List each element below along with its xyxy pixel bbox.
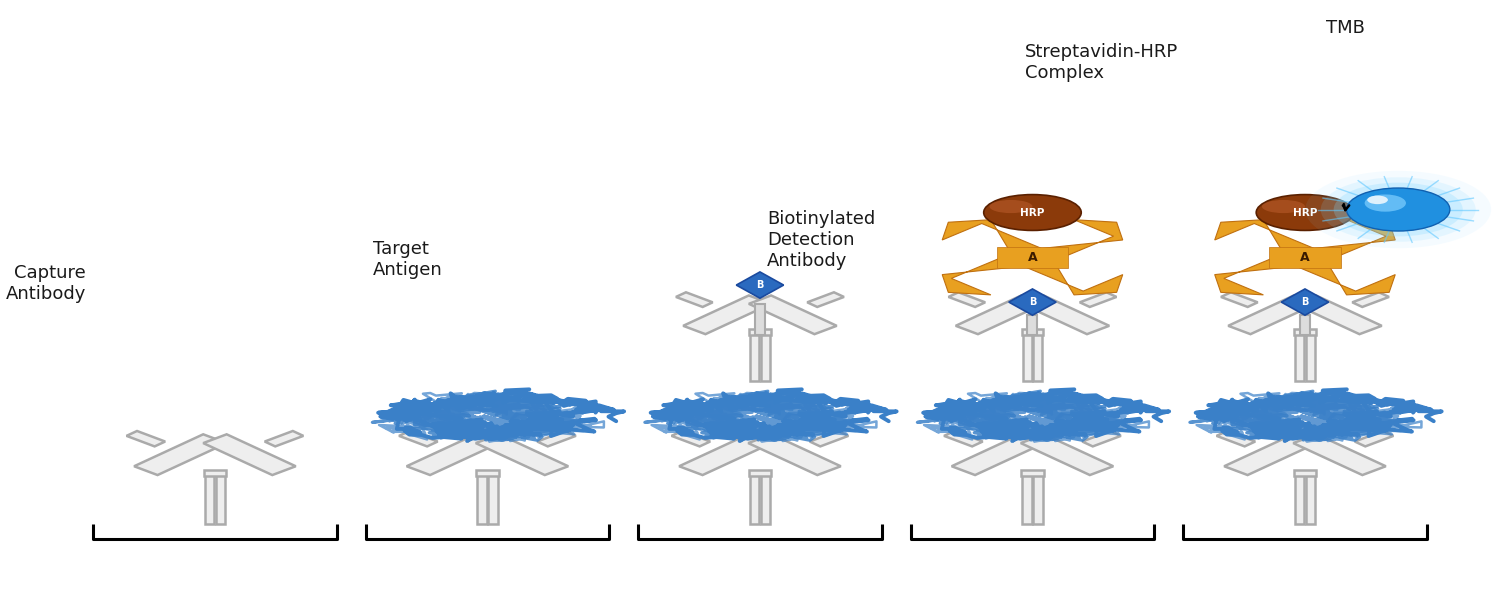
Circle shape — [1322, 177, 1476, 242]
Text: Target
Antigen: Target Antigen — [372, 240, 442, 279]
Bar — [1306, 332, 1314, 380]
Polygon shape — [680, 434, 771, 475]
Polygon shape — [682, 295, 771, 334]
Bar — [1294, 332, 1304, 380]
Bar — [1294, 470, 1316, 476]
Bar — [477, 470, 498, 476]
Polygon shape — [944, 431, 982, 446]
Polygon shape — [1221, 292, 1257, 307]
Polygon shape — [1290, 251, 1395, 295]
Bar — [1034, 473, 1042, 524]
Ellipse shape — [1256, 194, 1353, 230]
Polygon shape — [1228, 295, 1316, 334]
Polygon shape — [951, 434, 1044, 475]
Ellipse shape — [1262, 200, 1305, 213]
Polygon shape — [676, 292, 712, 307]
Bar — [477, 473, 486, 524]
Text: B: B — [756, 280, 764, 290]
Polygon shape — [1082, 431, 1120, 446]
Polygon shape — [399, 431, 438, 446]
Bar — [1034, 332, 1042, 380]
Bar — [1022, 473, 1032, 524]
Ellipse shape — [984, 194, 1082, 230]
Text: HRP: HRP — [1020, 208, 1044, 218]
Circle shape — [1365, 194, 1406, 212]
Text: Biotinylated
Detection
Antibody: Biotinylated Detection Antibody — [766, 211, 876, 270]
Polygon shape — [1216, 431, 1255, 446]
Text: TMB: TMB — [1326, 19, 1365, 37]
Polygon shape — [406, 434, 500, 475]
Circle shape — [1347, 188, 1450, 231]
Polygon shape — [672, 431, 710, 446]
Polygon shape — [1080, 292, 1116, 307]
Bar — [760, 332, 770, 380]
Text: B: B — [1302, 297, 1308, 307]
Polygon shape — [1294, 295, 1382, 334]
Bar — [760, 473, 770, 524]
Circle shape — [1334, 182, 1462, 236]
Polygon shape — [264, 431, 303, 446]
Bar — [1306, 473, 1316, 524]
Circle shape — [1305, 171, 1491, 248]
Bar — [489, 473, 498, 524]
Polygon shape — [942, 251, 1047, 295]
Text: A: A — [1300, 251, 1310, 264]
Bar — [754, 304, 765, 335]
Bar — [204, 473, 214, 524]
Polygon shape — [807, 292, 844, 307]
Bar — [1022, 329, 1042, 335]
Polygon shape — [1022, 295, 1110, 334]
Polygon shape — [1017, 251, 1122, 295]
Polygon shape — [736, 272, 783, 298]
Polygon shape — [537, 431, 576, 446]
Bar — [1300, 315, 1310, 335]
Polygon shape — [476, 434, 568, 475]
Polygon shape — [126, 431, 165, 446]
Bar — [748, 470, 771, 476]
Polygon shape — [1290, 220, 1395, 263]
Polygon shape — [202, 434, 296, 475]
Bar — [750, 329, 771, 335]
Bar — [204, 470, 226, 476]
Bar — [1022, 470, 1044, 476]
Polygon shape — [942, 220, 1047, 263]
Polygon shape — [134, 434, 226, 475]
Bar — [1294, 329, 1316, 335]
Bar — [1023, 332, 1032, 380]
Bar — [750, 473, 759, 524]
Bar — [1028, 315, 1038, 335]
Text: HRP: HRP — [1293, 208, 1317, 218]
Text: B: B — [1029, 297, 1036, 307]
Polygon shape — [1354, 431, 1394, 446]
Polygon shape — [1293, 434, 1386, 475]
Polygon shape — [1020, 434, 1113, 475]
Text: A: A — [1028, 251, 1038, 264]
Bar — [750, 332, 759, 380]
Ellipse shape — [990, 200, 1032, 213]
Circle shape — [1366, 196, 1388, 204]
Polygon shape — [1215, 251, 1320, 295]
Polygon shape — [1010, 289, 1056, 315]
Text: Capture
Antibody: Capture Antibody — [6, 264, 86, 303]
Polygon shape — [1281, 289, 1329, 315]
Bar — [216, 473, 225, 524]
Polygon shape — [1224, 434, 1317, 475]
Bar — [996, 247, 1068, 268]
Polygon shape — [948, 292, 986, 307]
Polygon shape — [748, 434, 842, 475]
Bar — [1294, 473, 1304, 524]
Polygon shape — [1017, 220, 1122, 263]
Polygon shape — [810, 431, 849, 446]
Bar — [1269, 247, 1341, 268]
Text: Streptavidin-HRP
Complex: Streptavidin-HRP Complex — [1026, 43, 1179, 82]
Polygon shape — [1352, 292, 1389, 307]
Polygon shape — [1215, 220, 1320, 263]
Polygon shape — [956, 295, 1044, 334]
Polygon shape — [748, 295, 837, 334]
